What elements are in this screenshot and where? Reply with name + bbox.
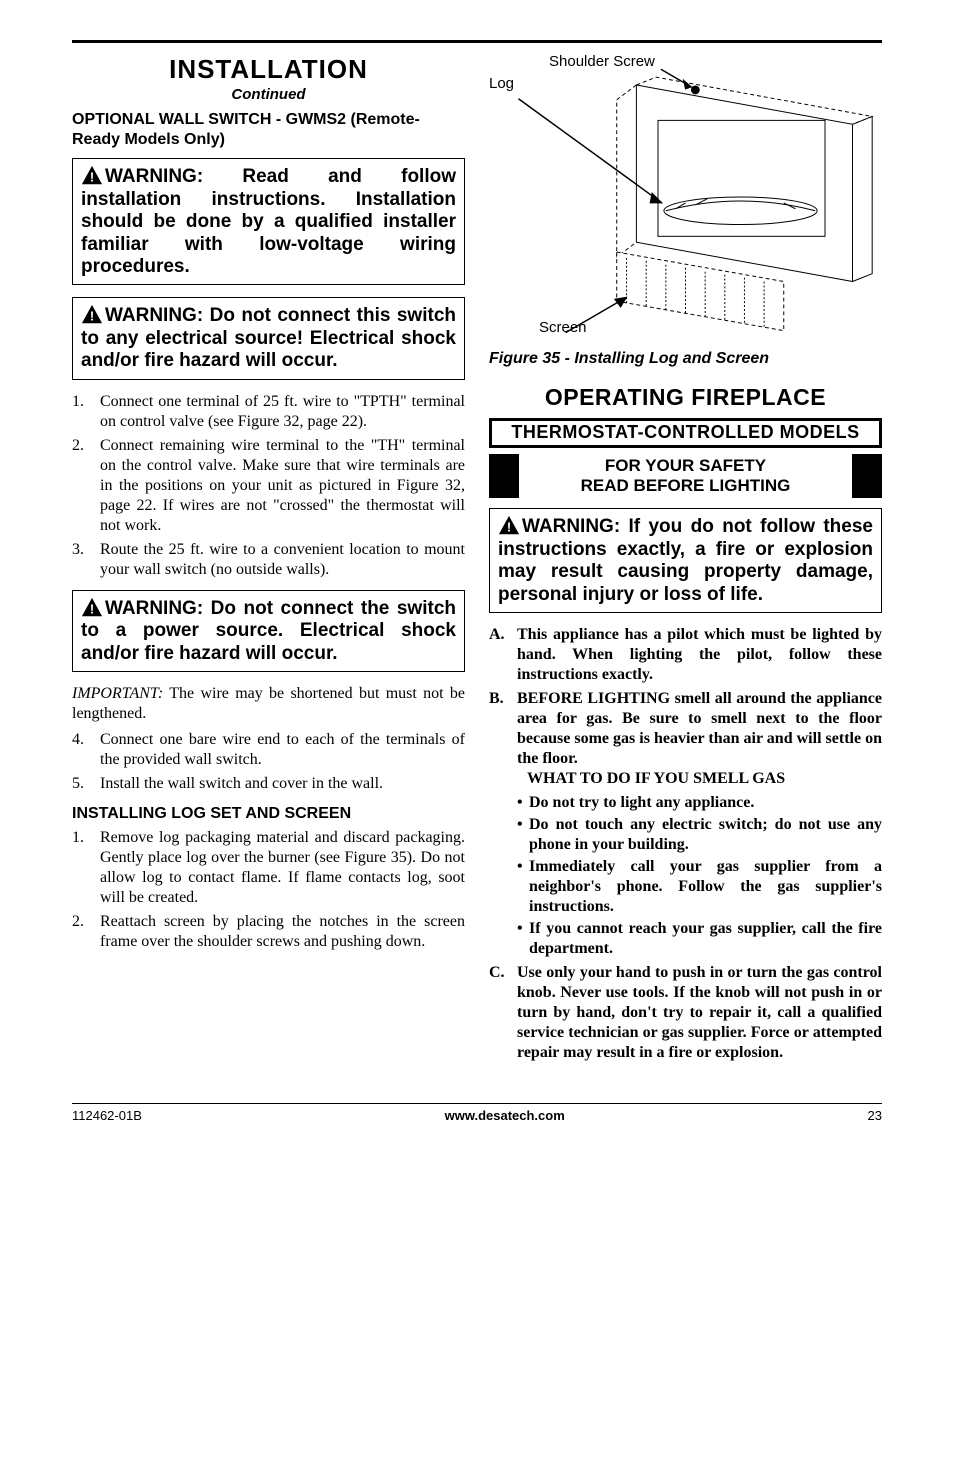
step-a1: Connect one terminal of 25 ft. wire to "…: [72, 392, 465, 432]
thermostat-models-bar: THERMOSTAT-CONTROLLED MODELS: [489, 418, 882, 448]
text-a: This appliance has a pilot which must be…: [517, 626, 882, 683]
step-b4: Connect one bare wire end to each of the…: [72, 730, 465, 770]
fig-label-shoulder: Shoulder Screw: [549, 53, 655, 72]
text-b: BEFORE LIGHTING smell all around the app…: [517, 690, 882, 767]
left-column: INSTALLATION Continued OPTIONAL WALL SWI…: [72, 53, 465, 1067]
item-a: A. This appliance has a pilot which must…: [489, 625, 882, 685]
optional-switch-subhead: OPTIONAL WALL SWITCH - GWMS2 (Remote-Rea…: [72, 110, 465, 150]
warning-2-text: WARNING: Do not connect this switch to a…: [81, 306, 456, 372]
fig-label-screen: Screen: [539, 319, 587, 338]
steps-list-a: Connect one terminal of 25 ft. wire to "…: [72, 392, 465, 580]
bullet-4: If you cannot reach your gas supplier, c…: [517, 919, 882, 959]
svg-text:!: !: [507, 520, 511, 535]
warning-triangle-icon: !: [81, 597, 103, 617]
important-label: IMPORTANT:: [72, 685, 163, 702]
figure-35: Shoulder Screw Log Screen: [489, 53, 882, 343]
svg-text:!: !: [90, 170, 94, 185]
warning-box-3: ! WARNING: Do not connect the switch to …: [72, 590, 465, 672]
warning-box-2: ! WARNING: Do not connect this switch to…: [72, 297, 465, 379]
steps-list-c: Remove log packaging material and discar…: [72, 828, 465, 952]
banner-black-right: [852, 454, 882, 499]
step-a2: Connect remaining wire terminal to the "…: [72, 436, 465, 536]
banner-black-left: [489, 454, 519, 499]
warning-3-text: WARNING: Do not connect the switch to a …: [81, 598, 456, 664]
installing-log-head: INSTALLING LOG SET AND SCREEN: [72, 804, 465, 824]
safety-line1: FOR YOUR SAFETY: [605, 456, 766, 475]
step-a3: Route the 25 ft. wire to a convenient lo…: [72, 540, 465, 580]
svg-text:!: !: [90, 601, 94, 616]
right-column: Shoulder Screw Log Screen: [489, 53, 882, 1067]
banner-text: FOR YOUR SAFETY READ BEFORE LIGHTING: [519, 454, 852, 499]
warning-triangle-icon: !: [498, 515, 520, 535]
footer-page-number: 23: [868, 1108, 882, 1124]
footer-left: 112462-01B: [72, 1108, 142, 1124]
smell-bullets: Do not try to light any appliance. Do no…: [517, 793, 882, 959]
lettered-list: A. This appliance has a pilot which must…: [489, 625, 882, 1063]
text-c: Use only your hand to push in or turn th…: [517, 964, 882, 1061]
step-c1: Remove log packaging material and discar…: [72, 828, 465, 908]
warning-1-text: WARNING: Read and follow installation in…: [81, 166, 456, 277]
operating-fireplace-title: OPERATING FIREPLACE: [489, 383, 882, 412]
warning-4-text: WARNING: If you do not follow these inst…: [498, 516, 873, 604]
columns: INSTALLATION Continued OPTIONAL WALL SWI…: [72, 53, 882, 1067]
letter-c: C.: [489, 963, 511, 983]
footer-url: www.desatech.com: [445, 1108, 565, 1124]
step-c2: Reattach screen by placing the notches i…: [72, 912, 465, 952]
item-b: B. BEFORE LIGHTING smell all around the …: [489, 689, 882, 959]
warning-triangle-icon: !: [81, 165, 103, 185]
step-b5: Install the wall switch and cover in the…: [72, 774, 465, 794]
bullet-1: Do not try to light any appliance.: [517, 793, 882, 813]
letter-b: B.: [489, 689, 511, 709]
warning-triangle-icon: !: [81, 304, 103, 324]
top-rule: [72, 40, 882, 43]
important-note: IMPORTANT: The wire may be shortened but…: [72, 684, 465, 724]
steps-list-b: Connect one bare wire end to each of the…: [72, 730, 465, 794]
bullet-2: Do not touch any electric switch; do not…: [517, 815, 882, 855]
installation-title: INSTALLATION: [72, 53, 465, 86]
smell-gas-head: WHAT TO DO IF YOU SMELL GAS: [527, 769, 882, 789]
fig-label-log: Log: [489, 75, 514, 94]
safety-line2: READ BEFORE LIGHTING: [581, 476, 791, 495]
letter-a: A.: [489, 625, 511, 645]
bullet-3: Immediately call your gas supplier from …: [517, 857, 882, 917]
svg-text:!: !: [90, 309, 94, 324]
item-c: C. Use only your hand to push in or turn…: [489, 963, 882, 1063]
warning-box-1: ! WARNING: Read and follow installation …: [72, 158, 465, 285]
safety-banner: FOR YOUR SAFETY READ BEFORE LIGHTING: [489, 454, 882, 499]
figure-35-caption: Figure 35 - Installing Log and Screen: [489, 349, 882, 369]
fireplace-diagram-icon: [489, 53, 882, 343]
warning-box-4: ! WARNING: If you do not follow these in…: [489, 508, 882, 613]
continued-label: Continued: [72, 86, 465, 105]
page-footer: 112462-01B www.desatech.com 23: [72, 1103, 882, 1124]
